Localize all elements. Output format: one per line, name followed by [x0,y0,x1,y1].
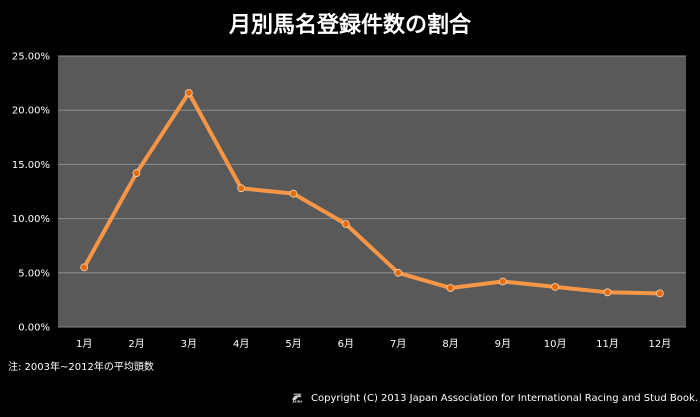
y-tick-label: 20.00% [12,106,50,117]
y-tick-label: 10.00% [12,214,50,225]
x-tick-label: 9月 [495,338,511,350]
x-tick-label: 10月 [544,338,567,350]
x-tick-label: 5月 [285,338,301,350]
jairs-logo-icon: JAIRS [292,393,304,404]
x-tick-label: 6月 [338,338,354,350]
y-tick-label: 25.00% [12,52,50,63]
footer: JAIRS Copyright (C) 2013 Japan Associati… [290,384,698,412]
footnote: 注: 2003年~2012年の平均頭数 [8,362,154,373]
data-point [603,288,612,297]
data-point [289,189,298,198]
x-tick-label: 11月 [596,338,619,350]
data-point [498,277,507,286]
x-tick-label: 12月 [648,338,671,350]
x-tick-label: 7月 [390,338,406,350]
y-tick-label: 5.00% [18,268,50,279]
y-tick-label: 0.00% [18,323,50,334]
data-point [446,284,455,292]
chart-title: 月別馬名登録件数の割合 [228,12,472,38]
x-tick-label: 1月 [76,338,92,350]
data-point [551,282,560,291]
data-point [394,268,403,277]
plot-area [58,56,686,327]
x-tick-label: 4月 [233,338,249,350]
x-tick-label: 8月 [442,338,458,350]
logo-text: JAIRS [292,400,304,404]
data-point [132,169,141,177]
data-point [80,263,89,272]
data-point [237,184,246,193]
y-tick-label: 15.00% [12,160,50,171]
x-tick-label: 3月 [181,338,197,350]
copyright-text: Copyright (C) 2013 Japan Association for… [311,392,698,404]
data-point [341,220,350,228]
data-point [655,289,664,298]
data-point [184,88,193,97]
series-line [82,90,660,296]
x-tick-label: 2月 [128,338,144,350]
